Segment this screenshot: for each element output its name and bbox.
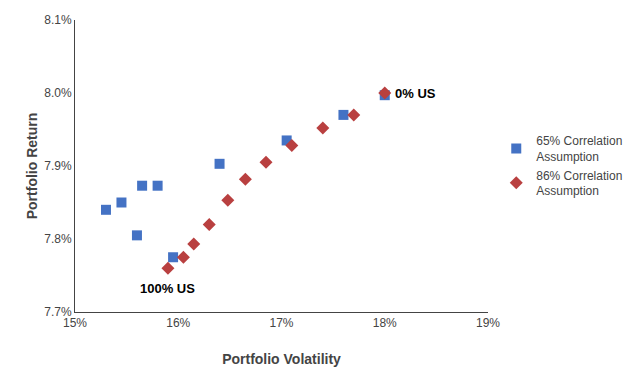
svg-text:7.9%: 7.9%	[44, 159, 72, 173]
svg-text:Portfolio Return: Portfolio Return	[24, 113, 40, 220]
svg-text:100% US: 100% US	[140, 281, 195, 296]
svg-text:18%: 18%	[373, 316, 397, 330]
svg-text:Portfolio Volatility: Portfolio Volatility	[222, 351, 341, 367]
svg-text:16%: 16%	[166, 316, 190, 330]
svg-text:8.0%: 8.0%	[44, 86, 72, 100]
svg-text:7.8%: 7.8%	[44, 232, 72, 246]
svg-text:8.1%: 8.1%	[44, 13, 72, 27]
svg-text:7.7%: 7.7%	[44, 305, 72, 319]
svg-text:0% US: 0% US	[395, 86, 436, 101]
svg-text:86% CorrelationAssumption: 86% CorrelationAssumption	[536, 169, 622, 199]
svg-text:17%: 17%	[269, 316, 293, 330]
svg-text:15%: 15%	[63, 316, 87, 330]
svg-text:65% CorrelationAssumption: 65% CorrelationAssumption	[536, 134, 622, 164]
svg-text:19%: 19%	[476, 316, 500, 330]
